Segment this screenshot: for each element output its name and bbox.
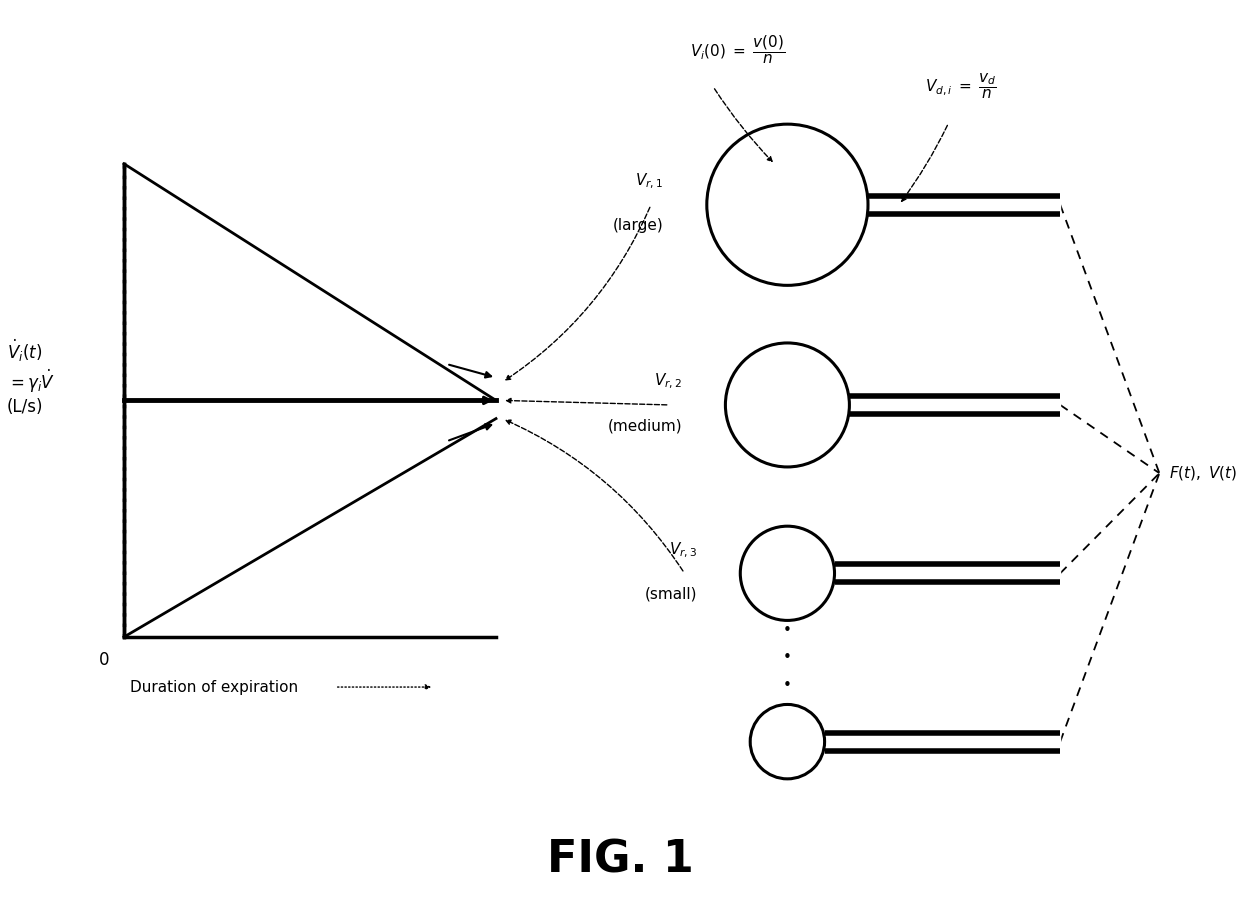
Text: (large): (large): [613, 218, 663, 233]
Text: FIG. 1: FIG. 1: [547, 838, 693, 882]
Text: $\dot{V}_i(t)$
$=\gamma_i\dot{V}$
(L/s): $\dot{V}_i(t)$ $=\gamma_i\dot{V}$ (L/s): [7, 338, 55, 416]
Text: •: •: [782, 678, 792, 693]
Text: Duration of expiration: Duration of expiration: [130, 680, 299, 694]
Text: (medium): (medium): [608, 419, 682, 433]
Text: $V_{r,1}$: $V_{r,1}$: [635, 172, 663, 191]
Text: •: •: [782, 623, 792, 638]
Text: $F(t),\ V(t)$: $F(t),\ V(t)$: [1169, 464, 1238, 482]
Text: $V_{r,3}$: $V_{r,3}$: [668, 541, 697, 560]
Text: $V_{d,i}\;=\;\dfrac{v_d}{n}$: $V_{d,i}\;=\;\dfrac{v_d}{n}$: [925, 72, 997, 101]
Text: •: •: [782, 651, 792, 665]
Text: $V_i(0)\;=\;\dfrac{v(0)}{n}$: $V_i(0)\;=\;\dfrac{v(0)}{n}$: [691, 34, 785, 66]
Text: (small): (small): [645, 587, 697, 602]
Text: 0: 0: [99, 651, 109, 669]
Text: $V_{r,2}$: $V_{r,2}$: [653, 372, 682, 391]
